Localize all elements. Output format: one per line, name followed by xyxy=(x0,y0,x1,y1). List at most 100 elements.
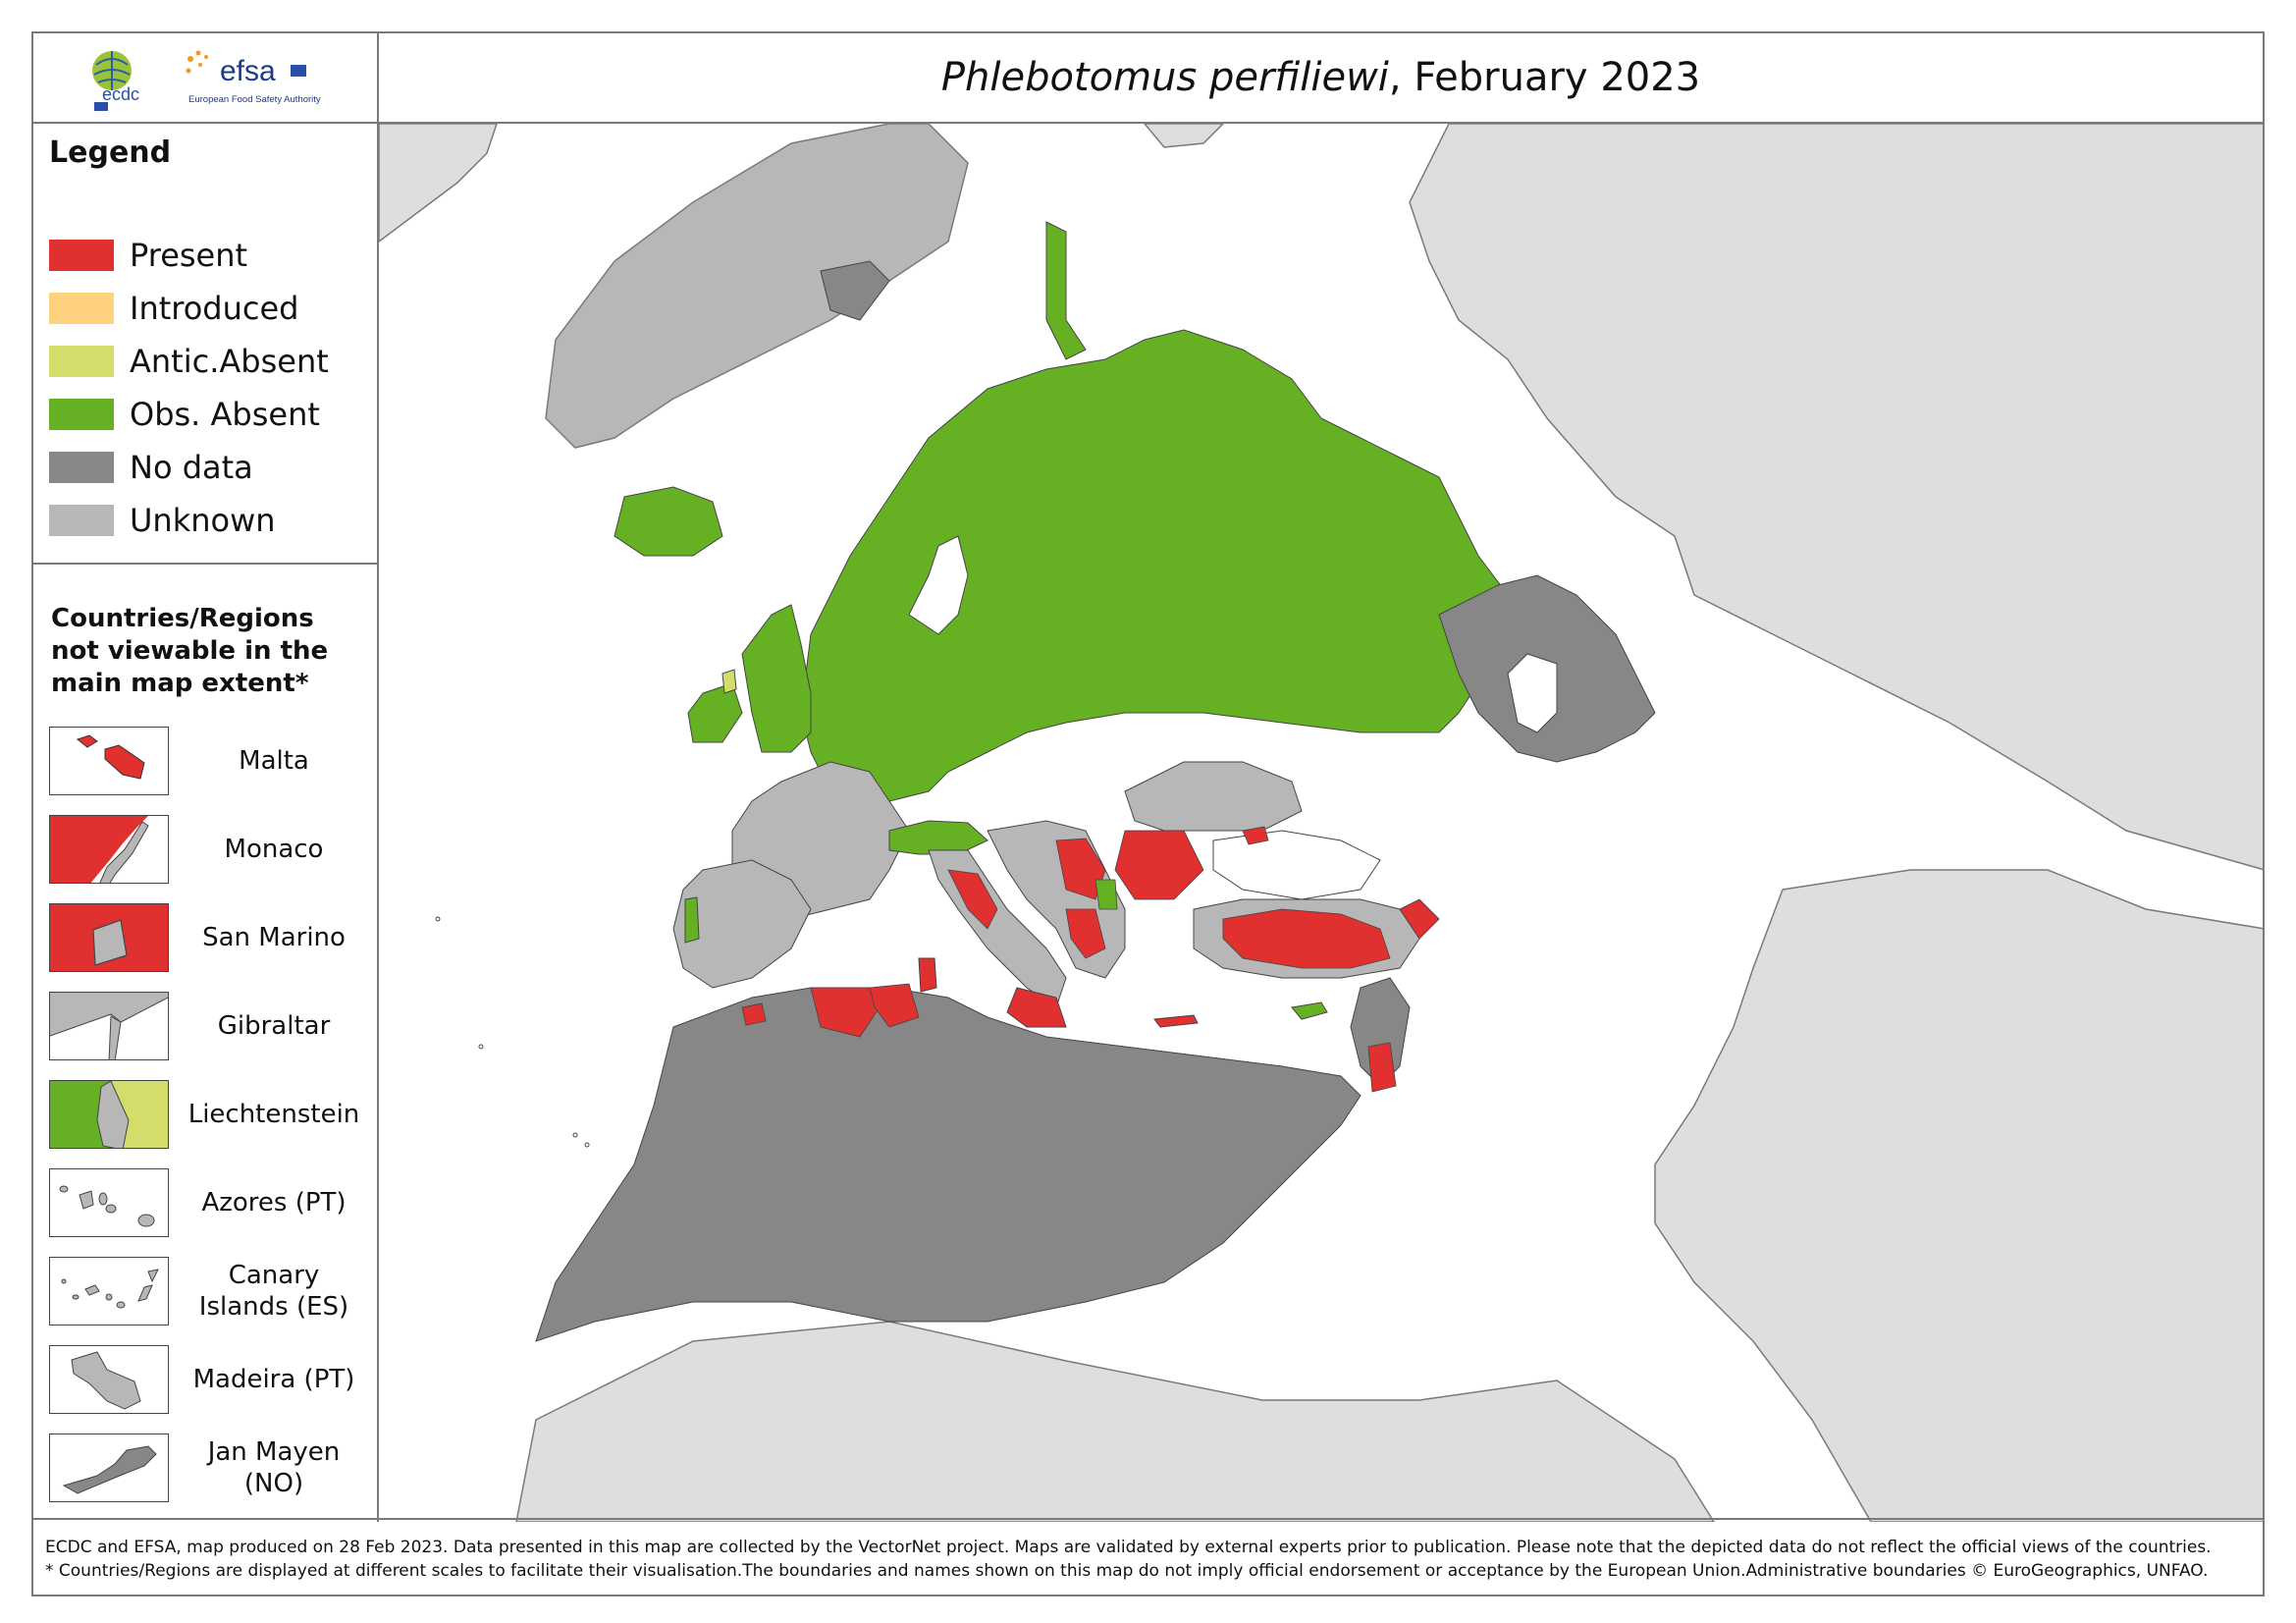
morocco-present xyxy=(741,1002,767,1026)
inset-title-line: Countries/Regions xyxy=(51,604,314,633)
arabia xyxy=(1654,869,2263,1522)
inset-gibraltar: Gibraltar xyxy=(49,992,363,1064)
alpine-region xyxy=(888,820,988,855)
outside-lands xyxy=(379,124,2263,1522)
baltic-sea xyxy=(908,535,969,635)
unknown-swatch xyxy=(49,505,114,536)
introduced-swatch xyxy=(49,293,114,324)
legend-item-present: Present xyxy=(49,237,248,274)
inset-label: Monaco xyxy=(224,835,324,864)
romania-present xyxy=(1114,830,1204,900)
madeira-icon xyxy=(49,1345,169,1414)
north-africa xyxy=(535,987,1362,1342)
svalbard xyxy=(820,260,890,321)
ukraine xyxy=(1124,761,1303,832)
map-frame: ecdc efsa European Food Safety Authority… xyxy=(31,31,2265,1596)
inset-label: Azores (PT) xyxy=(201,1188,347,1217)
canada-region xyxy=(379,124,498,243)
legend-label: Introduced xyxy=(130,290,299,327)
greece-present xyxy=(1065,908,1106,959)
madeira-dot xyxy=(478,1044,484,1050)
map-date: , February 2023 xyxy=(1388,55,1701,100)
turkey-present xyxy=(1222,908,1391,969)
inset-liechtenstein: Liechtenstein xyxy=(49,1080,363,1153)
legend-item-introduced: Introduced xyxy=(49,290,299,327)
inset-canary-islands: Canary Islands (ES) xyxy=(49,1257,363,1329)
legend-label: No data xyxy=(130,449,253,486)
antic-absent-swatch xyxy=(49,346,114,377)
efsa-logo: efsa European Food Safety Authority xyxy=(186,50,321,105)
inset-jan-mayen: Jan Mayen (NO) xyxy=(49,1434,363,1506)
cyprus xyxy=(1291,1001,1328,1020)
georgia-present xyxy=(1399,898,1440,940)
species-name: Phlebotomus perfiliewi xyxy=(940,55,1389,100)
liechtenstein-icon xyxy=(49,1080,169,1149)
iceland xyxy=(614,486,723,557)
greenland xyxy=(545,124,969,449)
inset-madeira: Madeira (PT) xyxy=(49,1345,363,1418)
san-marino-icon xyxy=(49,903,169,972)
inset-label: Liechtenstein xyxy=(187,1100,360,1129)
legend-divider xyxy=(33,563,377,565)
crimea-present xyxy=(1242,826,1269,845)
inset-title-line: not viewable in the xyxy=(51,636,329,666)
map-title-bar: Phlebotomus perfiliewi, February 2023 xyxy=(379,33,2263,124)
efsa-logo-subtext: European Food Safety Authority xyxy=(188,94,321,105)
novaya-zemlya xyxy=(1045,221,1087,360)
arctic-islands xyxy=(1144,124,1225,148)
sardinia xyxy=(918,957,937,993)
algeria-present xyxy=(810,987,881,1038)
legend-item-no-data: No data xyxy=(49,449,253,486)
obs-absent-swatch xyxy=(49,399,114,430)
legend-label: Unknown xyxy=(130,502,276,539)
inset-malta: Malta xyxy=(49,727,363,799)
asia-north xyxy=(1409,124,2263,871)
caspian-sea xyxy=(1507,653,1558,733)
inset-san-marino: San Marino xyxy=(49,903,363,976)
legend-title: Legend xyxy=(49,135,172,170)
italy-present-north xyxy=(947,869,998,930)
inset-label: Jan Mayen (NO) xyxy=(207,1437,341,1498)
monaco-icon xyxy=(49,815,169,884)
legend-label: Obs. Absent xyxy=(130,396,320,433)
jan-mayen-icon xyxy=(49,1434,169,1502)
canary-islands-icon xyxy=(49,1257,169,1325)
azores-icon xyxy=(49,1168,169,1237)
main-map[interactable] xyxy=(379,124,2263,1522)
inset-label: Canary Islands (ES) xyxy=(198,1261,349,1322)
ecdc-logo-text: ecdc xyxy=(102,84,139,104)
legend-item-antic-absent: Antic.Absent xyxy=(49,343,329,380)
inset-section-title: Countries/Regions not viewable in the ma… xyxy=(51,603,328,700)
ecdc-logo: ecdc xyxy=(92,51,139,111)
black-sea xyxy=(1212,830,1381,900)
inset-azores: Azores (PT) xyxy=(49,1168,363,1241)
sicily xyxy=(1006,987,1067,1028)
northern-ireland xyxy=(721,669,737,694)
portugal-north xyxy=(684,896,700,944)
sub-saharan-africa xyxy=(515,1321,1715,1522)
inset-monaco: Monaco xyxy=(49,815,363,888)
footer-line-1: ECDC and EFSA, map produced on 28 Feb 20… xyxy=(45,1538,2212,1557)
azores-dot xyxy=(435,916,441,922)
legend-item-obs-absent: Obs. Absent xyxy=(49,396,320,433)
logo-panel: ecdc efsa European Food Safety Authority xyxy=(33,33,379,124)
inset-label: Malta xyxy=(239,746,309,776)
inset-title-line: main map extent* xyxy=(51,669,309,698)
canary-dot xyxy=(584,1142,590,1148)
legend-panel: Legend Present Introduced Antic.Absent O… xyxy=(33,124,379,1522)
malta-icon xyxy=(49,727,169,795)
legend-item-unknown: Unknown xyxy=(49,502,276,539)
canary-dot xyxy=(572,1132,578,1138)
no-data-swatch xyxy=(49,452,114,483)
crete xyxy=(1153,1014,1199,1028)
map-svg xyxy=(379,124,2263,1522)
tunisia-present xyxy=(869,983,920,1028)
inset-label: Gibraltar xyxy=(217,1011,331,1041)
map-footer: ECDC and EFSA, map produced on 28 Feb 20… xyxy=(33,1518,2263,1595)
israel-present xyxy=(1367,1042,1397,1093)
legend-label: Present xyxy=(130,237,248,274)
great-britain xyxy=(741,604,812,753)
inset-label: Madeira (PT) xyxy=(192,1365,355,1394)
inset-label: San Marino xyxy=(202,923,346,952)
footer-line-2: * Countries/Regions are displayed at dif… xyxy=(45,1561,2209,1581)
